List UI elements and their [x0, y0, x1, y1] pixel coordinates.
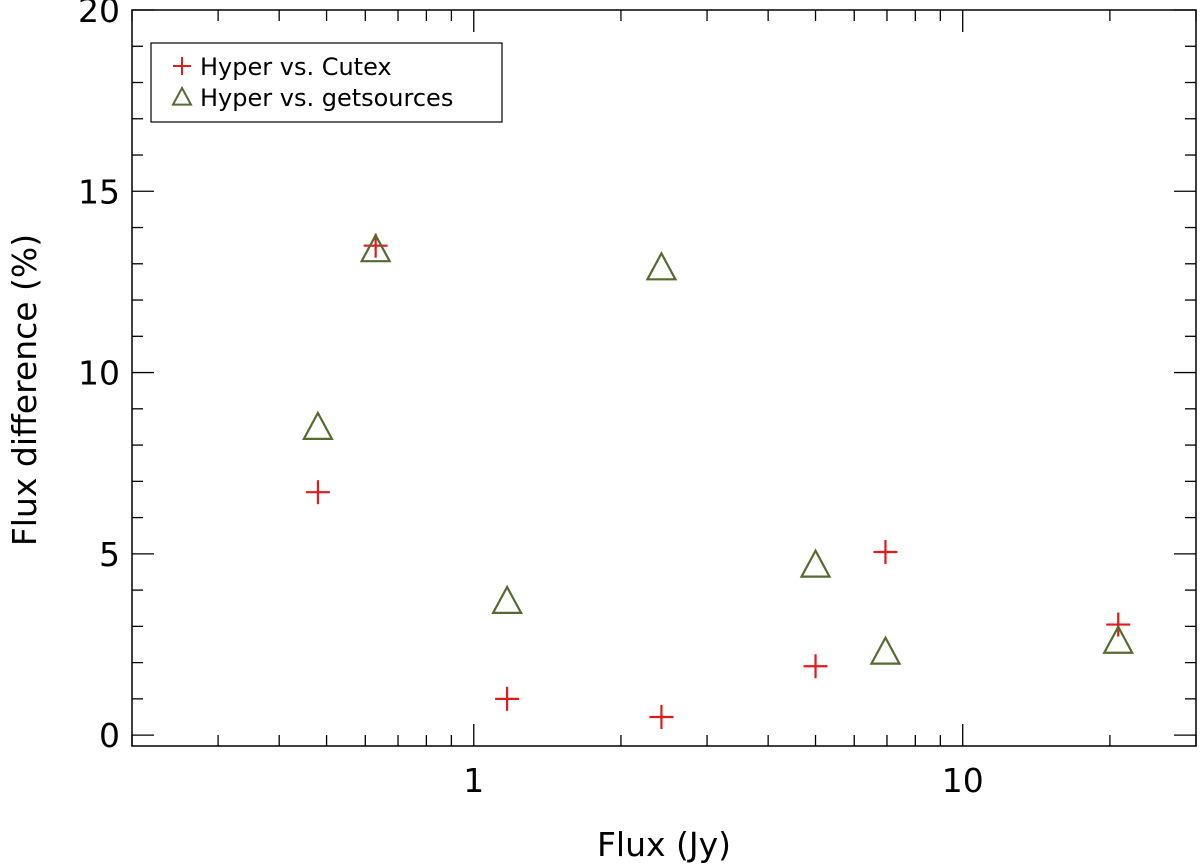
y-tick-label: 20 — [78, 0, 120, 30]
series-2 — [302, 232, 1135, 665]
axis-ticks — [131, 9, 1197, 746]
data-point — [491, 584, 523, 614]
data-point — [363, 233, 388, 258]
x-axis-title: Flux (Jy) — [597, 825, 731, 864]
triangle-marker — [869, 635, 902, 665]
series-1 — [305, 233, 1131, 729]
axis-tick-labels: 1 10 0 5 10 15 20 — [78, 0, 984, 800]
data-points — [302, 232, 1135, 729]
legend-label: Hyper vs. Cutex — [200, 53, 392, 81]
data-point — [359, 232, 392, 263]
triangle-marker — [1102, 624, 1135, 654]
x-tick-label: 10 — [942, 761, 984, 800]
legend-label: Hyper vs. getsources — [200, 84, 453, 112]
triangle-marker — [491, 584, 523, 614]
legend-item: Hyper vs. Cutex — [173, 53, 392, 81]
data-point — [1106, 612, 1131, 637]
data-point — [799, 548, 832, 578]
y-tick-label: 0 — [99, 716, 120, 755]
triangle-marker — [359, 232, 392, 263]
legend-box — [150, 42, 503, 123]
data-point — [495, 686, 520, 711]
plot-frame — [131, 9, 1197, 747]
legend-triangle-icon — [171, 85, 193, 106]
data-point — [645, 251, 678, 281]
triangle-marker — [799, 548, 832, 578]
plot-axes — [131, 9, 1197, 747]
data-point — [649, 704, 674, 729]
data-point — [803, 654, 828, 679]
data-point — [302, 410, 334, 440]
triangle-marker — [302, 410, 334, 440]
legend-item: Hyper vs. getsources — [171, 84, 453, 112]
y-tick-label: 5 — [99, 535, 120, 574]
y-tick-label: 10 — [78, 354, 120, 393]
legend: Hyper vs. Cutex Hyper vs. getsources — [150, 42, 503, 123]
data-point — [1102, 624, 1135, 654]
data-point — [305, 480, 330, 505]
y-tick-label: 15 — [78, 172, 120, 211]
y-axis-title: Flux difference (%) — [5, 234, 44, 546]
triangle-marker — [645, 251, 678, 281]
x-tick-label: 1 — [463, 761, 484, 800]
data-point — [873, 540, 898, 565]
data-point — [869, 635, 902, 665]
